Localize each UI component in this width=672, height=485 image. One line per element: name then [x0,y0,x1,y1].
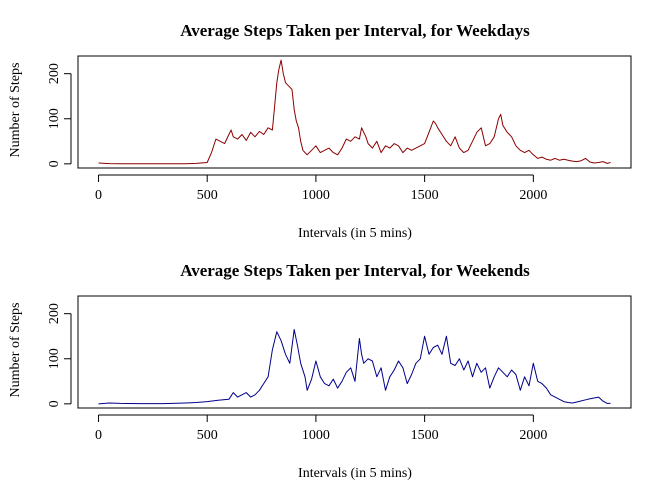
y-tick-label: 0 [47,160,62,167]
plot-frame [77,55,632,169]
x-tick-label: 1500 [411,188,439,203]
plot-frame [77,295,632,409]
chart-title: Average Steps Taken per Interval, for We… [180,21,530,40]
y-tick-label: 100 [47,348,62,369]
y-tick-label: 0 [47,400,62,407]
y-tick-label: 200 [47,63,62,84]
y-axis-label: Number of Steps [8,63,23,158]
x-tick-label: 500 [197,188,218,203]
x-tick-label: 1000 [302,428,330,443]
x-tick-label: 500 [197,428,218,443]
y-tick-label: 100 [47,108,62,129]
chart-title: Average Steps Taken per Interval, for We… [180,261,530,280]
x-tick-label: 1500 [411,428,439,443]
y-tick-label: 200 [47,303,62,324]
series-line [98,329,611,405]
x-tick-label: 2000 [519,188,547,203]
y-axis-label: Number of Steps [8,303,23,398]
x-tick-label: 1000 [302,188,330,203]
weekends-panel: Average Steps Taken per Interval, for We… [8,261,632,481]
x-tick-label: 0 [95,428,102,443]
x-tick-label: 0 [95,188,102,203]
x-axis-label: Intervals (in 5 mins) [298,466,412,480]
weekdays-panel: Average Steps Taken per Interval, for We… [8,21,632,241]
x-tick-label: 2000 [519,428,547,443]
series-line [98,59,611,165]
x-axis-label: Intervals (in 5 mins) [298,226,412,241]
